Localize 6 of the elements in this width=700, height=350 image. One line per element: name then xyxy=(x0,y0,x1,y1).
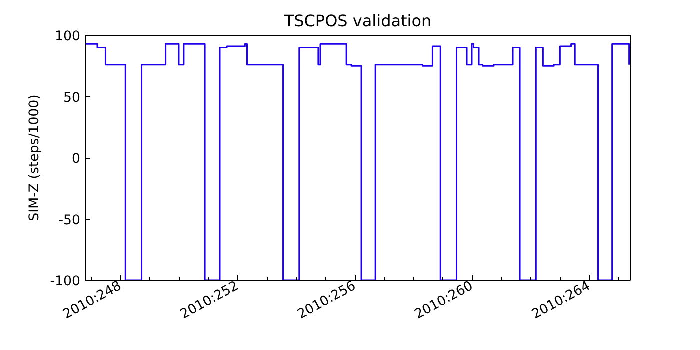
y-tick-label: -50 xyxy=(58,213,81,228)
y-tick-label: 50 xyxy=(64,90,81,106)
chart-title: TSCPOS validation xyxy=(283,12,432,30)
y-tick-label: 0 xyxy=(72,152,81,167)
y-tick-label: 100 xyxy=(55,30,81,44)
y-axis-title: SIM-Z (steps/1000) xyxy=(27,94,42,222)
